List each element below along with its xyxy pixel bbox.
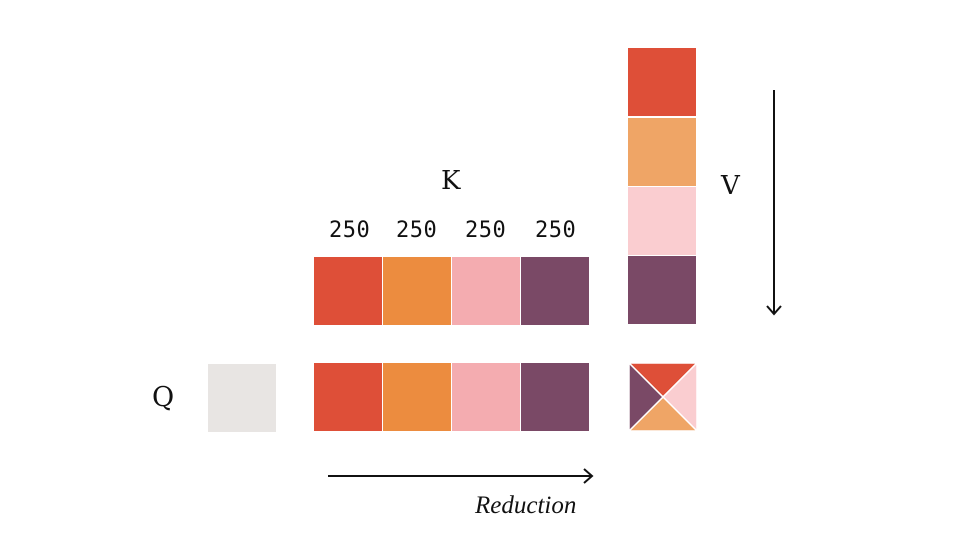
k-size-1: 250 <box>329 218 371 243</box>
v-block-2 <box>628 118 696 186</box>
v-block-1 <box>628 48 696 116</box>
k-block-2 <box>383 257 451 325</box>
k-label: K <box>441 166 461 196</box>
output-triangle-left <box>628 362 665 432</box>
qk-block-2 <box>383 363 451 431</box>
k-block-1 <box>314 257 382 325</box>
reduction-label: Reduction <box>475 492 577 519</box>
k-size-3: 250 <box>465 218 507 243</box>
qk-block-1 <box>314 363 382 431</box>
v-label: V <box>721 171 740 201</box>
v-block-3 <box>628 187 696 255</box>
down-arrow-icon <box>766 90 782 316</box>
qk-block-4 <box>521 363 589 431</box>
v-block-4 <box>628 256 696 324</box>
k-block-3 <box>452 257 520 325</box>
k-block-4 <box>521 257 589 325</box>
k-size-2: 250 <box>396 218 438 243</box>
q-block <box>208 364 276 432</box>
k-size-4: 250 <box>535 218 577 243</box>
output-cell <box>628 362 698 432</box>
qk-block-3 <box>452 363 520 431</box>
q-label: Q <box>152 382 175 413</box>
right-arrow-icon <box>328 468 594 484</box>
